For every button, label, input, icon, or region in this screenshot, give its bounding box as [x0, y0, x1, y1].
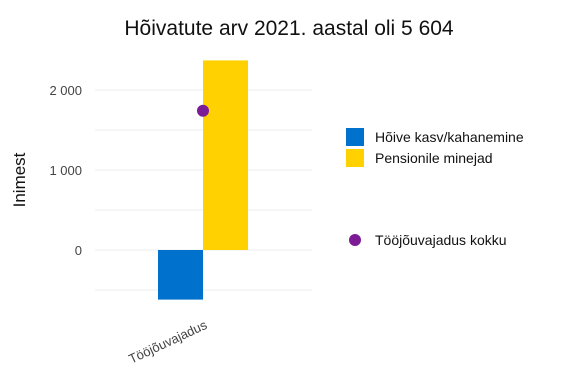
- bar-pensionile-minejad: [203, 60, 248, 251]
- y-tick-label: 0: [75, 243, 82, 258]
- legend-label: Tööjõuvajadus kokku: [375, 232, 507, 248]
- y-axis-label: Inimest: [10, 152, 29, 207]
- y-tick-label: 2 000: [49, 83, 82, 98]
- legend: Hõive kasv/kahanemine Pensionile minejad T…: [346, 128, 524, 248]
- bars: [158, 60, 248, 300]
- y-tick-label: 1 000: [49, 163, 82, 178]
- legend-point-swatch: [349, 234, 361, 246]
- bar-hoive-kasv: [158, 250, 203, 300]
- chart-title: Hõivatute arv 2021. aastal oli 5 604: [124, 17, 454, 40]
- legend-swatch: [346, 149, 364, 167]
- legend-label: Pensionile minejad: [375, 150, 493, 166]
- points: [197, 104, 209, 117]
- legend-label: Hõive kasv/kahanemine: [375, 129, 524, 145]
- y-axis-ticks: 0 1 000 2 000: [49, 83, 82, 258]
- point-toojouvajadus-kokku: [197, 104, 209, 117]
- legend-swatch: [346, 128, 364, 146]
- x-axis-ticks: Tööjõuvajadus: [126, 317, 209, 367]
- x-tick-label: Tööjõuvajadus: [126, 317, 209, 367]
